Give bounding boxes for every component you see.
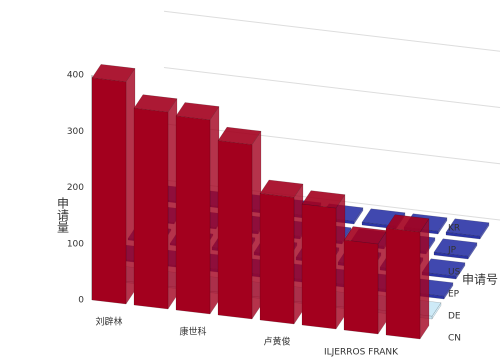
x-tick-label: 卢黄俊	[263, 336, 290, 348]
grid-line	[163, 123, 501, 165]
bar	[343, 239, 379, 335]
x-tick-label: ILJERROS FRANK	[324, 348, 399, 357]
bar-side	[167, 97, 178, 310]
bar	[301, 203, 337, 330]
legend-label: KR	[448, 224, 460, 234]
bar-side	[251, 130, 262, 320]
y-tick-label: 0	[78, 296, 84, 306]
bar-top	[259, 179, 304, 198]
x-tick-label: 康世科	[179, 326, 206, 338]
bar	[433, 251, 469, 260]
legend-label: CN	[448, 334, 461, 344]
bar-top	[385, 214, 430, 233]
legend-label: US	[448, 268, 461, 278]
bar	[385, 227, 421, 340]
legend-label: JP	[447, 246, 457, 256]
bar-side	[419, 217, 430, 340]
y-tick-label: 100	[67, 239, 84, 249]
legend-label: DE	[448, 312, 461, 322]
depth-axis-title: 申请号	[462, 273, 498, 287]
grid-line	[163, 67, 501, 108]
bar	[133, 107, 169, 310]
x-tick-label: 刘辟林	[95, 316, 122, 328]
bar	[259, 193, 295, 325]
bar-top	[445, 218, 490, 237]
y-tick-label: 300	[67, 127, 84, 137]
y-tick-label: 200	[67, 183, 84, 193]
y-axis-title: 申请量	[56, 197, 70, 233]
bar-top	[301, 190, 346, 209]
bar	[91, 77, 127, 305]
bar-side	[293, 183, 304, 325]
bar-side	[377, 229, 388, 335]
bar-side	[125, 67, 136, 305]
grid-line	[163, 10, 501, 52]
bar-top	[217, 126, 262, 145]
bar	[175, 115, 211, 315]
legend-label: EP	[448, 290, 460, 300]
bar	[445, 231, 481, 240]
y-tick-label: 400	[67, 71, 84, 81]
bar-side	[209, 105, 220, 315]
bar	[217, 140, 253, 320]
bar-side	[335, 193, 346, 330]
